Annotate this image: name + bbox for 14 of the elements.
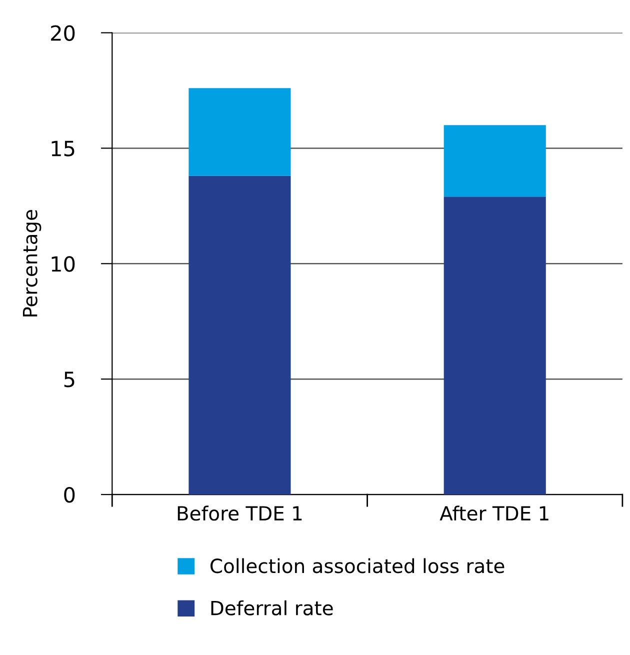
bar	[444, 196, 546, 495]
bar	[444, 125, 546, 197]
bar	[188, 176, 291, 495]
bar	[188, 88, 291, 176]
y-tick-label: 10	[52, 256, 75, 272]
legend-label: Deferral rate	[211, 600, 333, 616]
y-tick-label: 15	[52, 140, 74, 156]
y-axis-title: Percentage	[22, 210, 42, 316]
x-tick-label: After TDE 1	[440, 506, 548, 521]
x-tick-label: Before TDE 1	[178, 506, 302, 521]
legend-label: Collection associated loss rate	[210, 558, 504, 574]
y-tick-label: 0	[64, 486, 75, 503]
y-tick-label: 5	[64, 372, 74, 388]
y-tick-label: 20	[51, 25, 75, 41]
